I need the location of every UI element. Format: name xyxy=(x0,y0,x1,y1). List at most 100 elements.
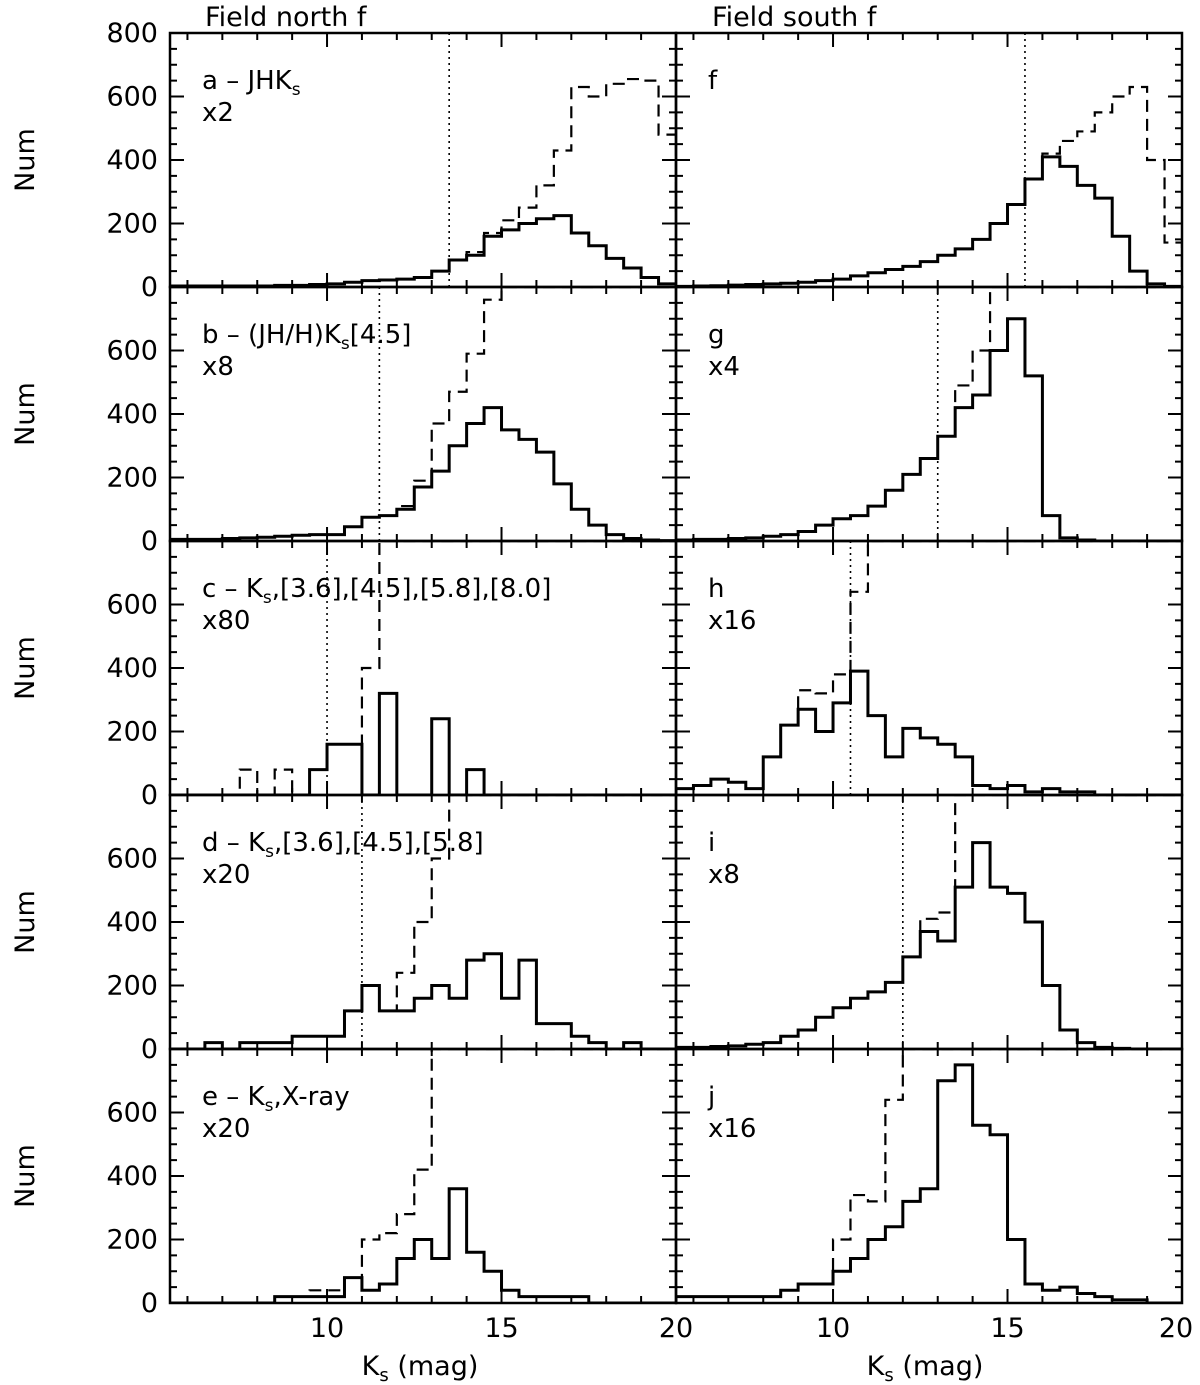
panel-label-j: j xyxy=(707,1082,715,1112)
panel-label-part: – (JH/H)K xyxy=(219,320,342,350)
panel-label-part: h xyxy=(708,574,724,604)
panel-label-part: g xyxy=(708,320,725,350)
panel-f: f xyxy=(674,31,1184,289)
y-tick-label-e: 600 xyxy=(106,1098,158,1129)
panel-i: ix8 xyxy=(674,793,1184,1051)
y-tick-label-c: 400 xyxy=(106,653,158,684)
x-tick-label-j: 15 xyxy=(990,1313,1024,1344)
panel-label-part: s xyxy=(341,334,350,354)
panel-c: 0 200 400 600 c – Ks,[3.6],[4.5],[5.8],[8.0]… xyxy=(106,539,678,811)
y-tick-label-c: 200 xyxy=(106,717,158,748)
y-tick-label-d: 200 xyxy=(106,971,158,1002)
panel-scale-d: x20 xyxy=(202,860,250,890)
panel-label-part: e xyxy=(202,1082,218,1112)
y-tick-label-a: 800 xyxy=(106,18,158,49)
panel-g: gx4 xyxy=(674,285,1184,543)
panel-label-part: – K xyxy=(219,828,267,858)
panel-label-c: c – Ks,[3.6],[4.5],[5.8],[8.0] xyxy=(202,574,551,608)
panel-label-part: ,X-ray xyxy=(273,1082,349,1112)
y-axis-label-row-4: Num xyxy=(10,890,41,954)
x-axis-label-unit: (mag) xyxy=(894,1351,984,1382)
panel-label-part: – K xyxy=(218,1082,266,1112)
y-tick-label-e: 200 xyxy=(106,1225,158,1256)
column-title-north: Field north f xyxy=(205,2,368,33)
panel-frame-f xyxy=(674,31,1184,289)
panel-label-b: b – (JH/H)Ks[4.5] xyxy=(202,320,411,354)
histogram-solid-b xyxy=(170,406,676,541)
panel-scale-j: x16 xyxy=(708,1114,756,1144)
y-axis-label-row-5: Num xyxy=(10,1144,41,1208)
panel-label-part: – K xyxy=(216,574,264,604)
panel-label-part: s xyxy=(265,842,274,862)
panel-scale-b: x8 xyxy=(202,352,234,382)
panel-frame-i xyxy=(674,793,1184,1051)
histogram-solid-d xyxy=(170,952,676,1049)
x-axis-label-right: Ks (mag) xyxy=(867,1351,984,1385)
y-tick-label-b: 200 xyxy=(106,463,158,494)
panel-frame-h xyxy=(674,539,1184,797)
panel-label-g: g xyxy=(708,320,725,350)
histogram-dashed-i xyxy=(676,795,1182,1049)
panel-label-part: b xyxy=(202,320,219,350)
panel-label-part: f xyxy=(708,66,718,96)
panel-label-part: a xyxy=(202,66,218,96)
panel-label-part: – JHK xyxy=(218,66,293,96)
y-tick-label-b: 600 xyxy=(106,336,158,367)
panel-label-e: e – Ks,X-ray xyxy=(202,1082,350,1116)
panel-frame-j xyxy=(674,1047,1184,1305)
panel-label-part: ,[3.6],[4.5],[5.8] xyxy=(274,828,484,858)
panel-scale-i: x8 xyxy=(708,860,740,890)
panel-scale-c: x80 xyxy=(202,606,250,636)
y-tick-label-b: 0 xyxy=(141,526,158,557)
x-axis-label-main: K xyxy=(867,1351,886,1382)
y-tick-label-b: 400 xyxy=(106,399,158,430)
panel-label-a: a – JHKs xyxy=(202,66,301,100)
panel-label-part: d xyxy=(202,828,219,858)
y-tick-label-c: 600 xyxy=(106,590,158,621)
y-axis-label-row-1: Num xyxy=(10,128,41,192)
panel-label-i: i xyxy=(708,828,715,858)
y-tick-label-d: 0 xyxy=(141,1034,158,1065)
panel-label-f: f xyxy=(708,66,718,96)
histogram-dashed-a xyxy=(170,77,676,287)
y-tick-label-a: 400 xyxy=(106,145,158,176)
panel-label-part: s xyxy=(292,80,301,100)
panel-label-part: [4.5] xyxy=(350,320,412,350)
x-axis-label-sub: s xyxy=(379,1365,388,1385)
x-tick-label-max-j: 20 xyxy=(1159,1313,1193,1344)
x-axis-label-main: K xyxy=(362,1351,381,1382)
histogram-dashed-e xyxy=(170,1049,676,1303)
y-tick-label-a: 600 xyxy=(106,82,158,113)
panel-scale-e: x20 xyxy=(202,1114,250,1144)
y-tick-label-d: 600 xyxy=(106,844,158,875)
y-tick-label-a: 0 xyxy=(141,272,158,303)
x-axis-label-left: Ks (mag) xyxy=(362,1351,479,1385)
panel-label-part: c xyxy=(202,574,216,604)
panel-label-part: s xyxy=(263,588,272,608)
x-tick-label-j: 10 xyxy=(816,1313,850,1344)
y-tick-label-d: 400 xyxy=(106,907,158,938)
histogram-solid-g xyxy=(676,317,1182,541)
y-axis-label-row-3: Num xyxy=(10,636,41,700)
histogram-solid-j xyxy=(676,1063,1182,1303)
panel-label-d: d – Ks,[3.6],[4.5],[5.8] xyxy=(202,828,484,862)
x-tick-label-e: 15 xyxy=(484,1313,518,1344)
histogram-solid-a xyxy=(170,214,676,287)
y-tick-label-c: 0 xyxy=(141,780,158,811)
x-tick-label-max-e: 20 xyxy=(659,1313,693,1344)
panel-label-part: ,[3.6],[4.5],[5.8],[8.0] xyxy=(272,574,552,604)
y-tick-label-e: 400 xyxy=(106,1161,158,1192)
x-axis-label-unit: (mag) xyxy=(389,1351,479,1382)
histogram-solid-e xyxy=(170,1187,676,1303)
panel-label-h: h xyxy=(708,574,724,604)
column-title-south: Field south f xyxy=(712,2,878,33)
panel-scale-a: x2 xyxy=(202,98,234,128)
